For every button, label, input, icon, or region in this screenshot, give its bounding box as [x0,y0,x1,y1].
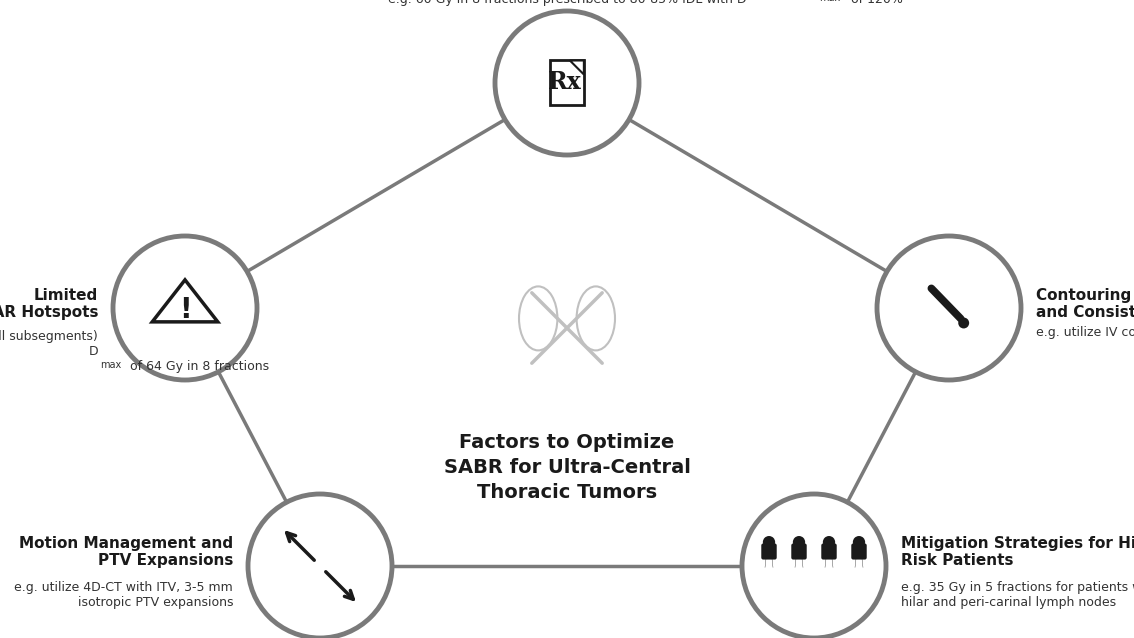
FancyBboxPatch shape [852,544,866,560]
Circle shape [877,236,1021,380]
Polygon shape [570,61,584,75]
Text: Factors to Optimize
SABR for Ultra-Central
Thoracic Tumors: Factors to Optimize SABR for Ultra-Centr… [443,433,691,502]
Circle shape [793,536,805,548]
Text: e.g. 35 Gy in 5 fractions for patients with
hilar and peri-carinal lymph nodes: e.g. 35 Gy in 5 fractions for patients w… [902,581,1134,609]
Circle shape [496,11,638,155]
FancyBboxPatch shape [821,544,837,560]
FancyBboxPatch shape [761,544,777,560]
Text: Limited
OAR Hotspots: Limited OAR Hotspots [0,288,98,320]
Text: Motion Management and
PTV Expansions: Motion Management and PTV Expansions [19,536,232,568]
Text: Mitigation Strategies for High-
Risk Patients: Mitigation Strategies for High- Risk Pat… [902,536,1134,568]
Text: Contouring Accuracy
and Consistency: Contouring Accuracy and Consistency [1036,288,1134,320]
Circle shape [763,536,776,548]
Text: max: max [100,360,121,370]
Circle shape [958,318,970,329]
Text: Rx: Rx [548,70,582,94]
Text: e.g. utilize IV contrast: e.g. utilize IV contrast [1036,326,1134,339]
Circle shape [248,494,392,638]
Circle shape [823,536,835,548]
Circle shape [113,236,257,380]
Text: !: ! [179,296,192,324]
Text: max: max [819,0,840,3]
Text: e.g. utilize 4D-CT with ITV, 3-5 mm
isotropic PTV expansions: e.g. utilize 4D-CT with ITV, 3-5 mm isot… [15,581,232,609]
Circle shape [742,494,886,638]
Text: e.g. PBT (all subsegments)
D: e.g. PBT (all subsegments) D [0,330,98,358]
FancyBboxPatch shape [792,544,806,560]
Text: of 64 Gy in 8 fractions: of 64 Gy in 8 fractions [126,360,269,373]
Text: e.g. 60 Gy in 8 fractions prescribed to 80-85% IDL with D: e.g. 60 Gy in 8 fractions prescribed to … [388,0,746,6]
Circle shape [853,536,865,548]
Text: of 120%: of 120% [847,0,903,6]
